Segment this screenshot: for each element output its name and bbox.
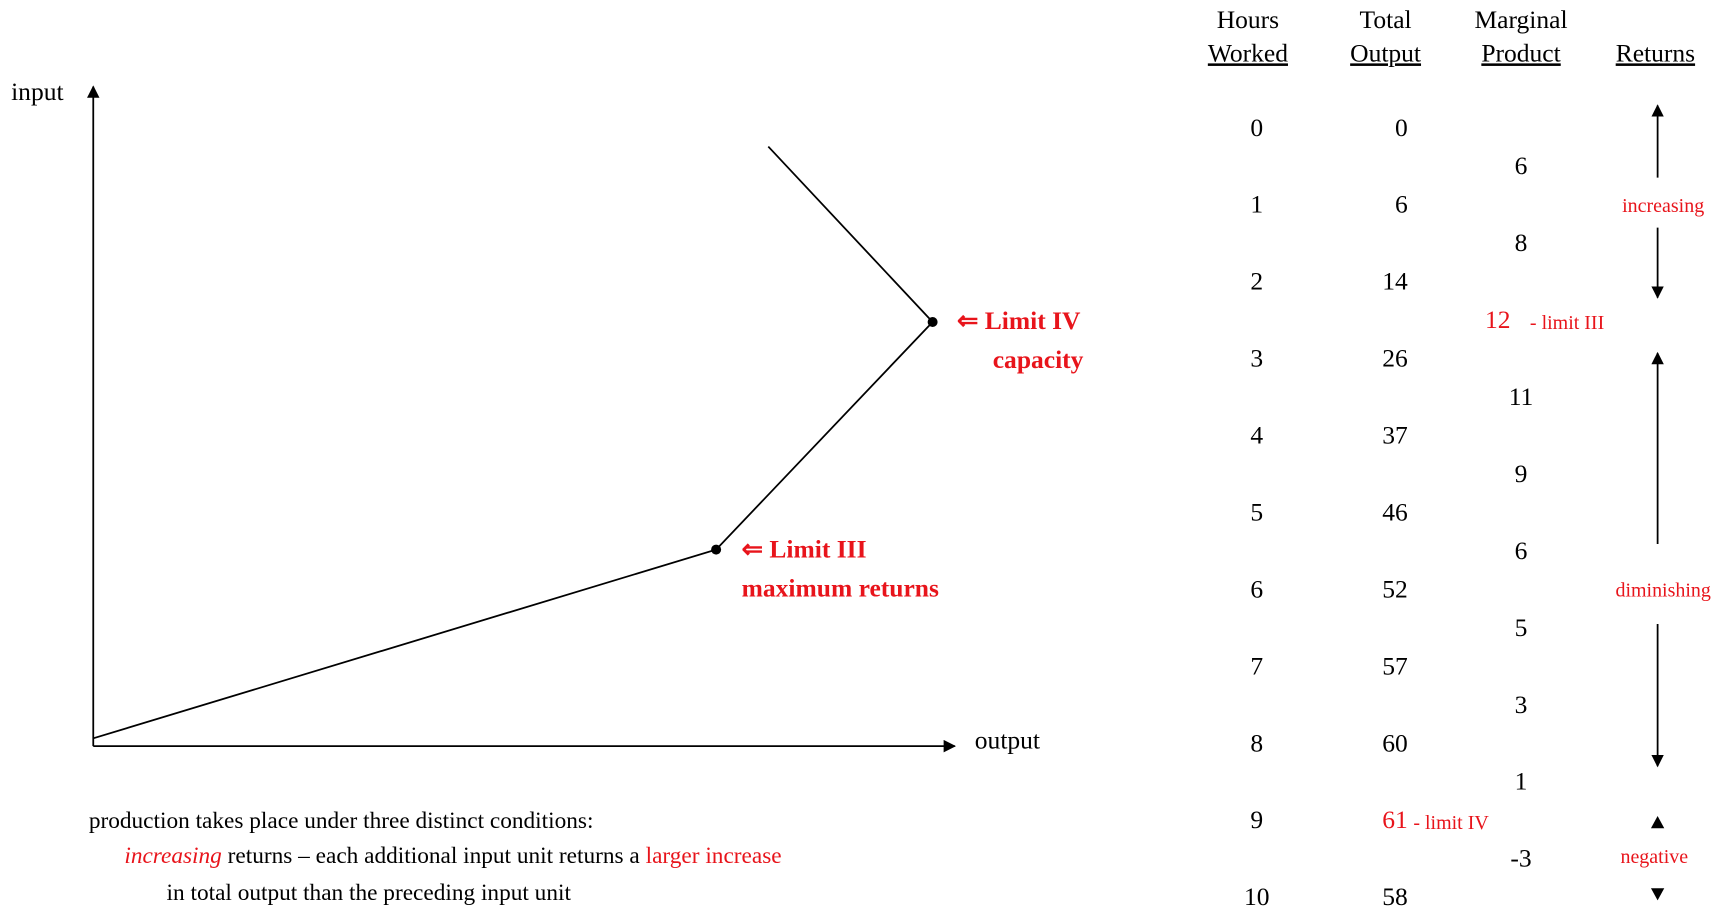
hours-cell: 9 xyxy=(1250,805,1263,834)
marginal-cell: 6 xyxy=(1515,151,1528,180)
output-cell: 57 xyxy=(1382,651,1408,680)
output-cell: 46 xyxy=(1382,497,1408,526)
graph: input output ⇐ Limit IV capacity ⇐ Limit… xyxy=(11,77,1084,754)
hours-cell: 6 xyxy=(1250,574,1263,603)
returns-label: diminishing xyxy=(1615,579,1710,601)
x-axis-label: output xyxy=(975,726,1040,755)
header-bottom: Worked xyxy=(1208,38,1288,67)
output-cell: 60 xyxy=(1382,728,1408,757)
hours-cell: 3 xyxy=(1250,344,1263,373)
text-line: increasing returns – each additional inp… xyxy=(124,844,781,870)
marginal-cell: 12 xyxy=(1485,305,1511,334)
marginal-cell: -3 xyxy=(1510,844,1531,873)
arrow xyxy=(1650,816,1665,829)
text-line: production takes place under three disti… xyxy=(89,808,594,834)
limit-iv-subtitle: capacity xyxy=(993,345,1084,374)
hours-cell: 8 xyxy=(1250,728,1263,757)
text-line: in total output than the preceding input… xyxy=(167,880,572,906)
hours-cell: 0 xyxy=(1250,113,1263,142)
arrow xyxy=(1650,888,1665,901)
limit-iii-point xyxy=(711,544,722,555)
output-cell: 14 xyxy=(1382,267,1408,296)
hours-cell: 4 xyxy=(1250,421,1263,450)
term: increasing xyxy=(124,844,221,870)
output-cell: 52 xyxy=(1382,574,1408,603)
output-cell: 37 xyxy=(1382,421,1408,450)
marginal-cell: 5 xyxy=(1515,613,1528,642)
table: Hours Worked Total Output Marginal Product Ret… xyxy=(1208,5,1695,906)
output-cell: 61 xyxy=(1382,805,1408,834)
marginal-cell: 3 xyxy=(1515,690,1528,719)
hours-cell: 5 xyxy=(1250,497,1263,526)
marginal-cell: 1 xyxy=(1515,767,1528,796)
header-top: Marginal xyxy=(1475,5,1568,34)
marginal-cell: 6 xyxy=(1515,536,1528,565)
hours-cell: 2 xyxy=(1250,267,1263,296)
output-cell: 26 xyxy=(1382,344,1408,373)
marginal-cell: 8 xyxy=(1515,228,1528,257)
y-axis-label: input xyxy=(11,77,63,106)
limit-iv-title: ⇐ Limit IV xyxy=(957,306,1081,335)
description: production takes place under three disti… xyxy=(89,808,782,906)
limit-iii-subtitle: maximum returns xyxy=(742,574,939,603)
text-span: returns – each additional input unit ret… xyxy=(222,844,646,870)
header-bottom: Product xyxy=(1481,38,1560,67)
marginal-cell: 11 xyxy=(1509,382,1534,411)
output-cell: 6 xyxy=(1395,190,1408,219)
limit-note: - limit IV xyxy=(1413,812,1489,834)
output-cell: 58 xyxy=(1382,882,1408,906)
header-bottom: Returns xyxy=(1616,38,1695,67)
output-cell: 0 xyxy=(1395,113,1408,142)
limit-iv-point xyxy=(927,316,938,327)
header-bottom: Output xyxy=(1350,38,1421,67)
header-top: Hours xyxy=(1217,5,1279,34)
returns-label: increasing xyxy=(1622,195,1704,217)
marginal-cell: 9 xyxy=(1515,459,1528,488)
hours-cell: 10 xyxy=(1244,882,1270,906)
limit-iii-title: ⇐ Limit III xyxy=(742,535,867,564)
returns-arrows: increasing diminishing negative xyxy=(1615,104,1711,901)
production-curve xyxy=(93,145,934,740)
hours-cell: 1 xyxy=(1250,190,1263,219)
returns-label: negative xyxy=(1620,846,1688,868)
highlight: larger increase xyxy=(646,844,782,870)
limit-note: - limit III xyxy=(1530,312,1604,334)
hours-cell: 7 xyxy=(1250,651,1263,680)
header-top: Total xyxy=(1360,5,1412,34)
